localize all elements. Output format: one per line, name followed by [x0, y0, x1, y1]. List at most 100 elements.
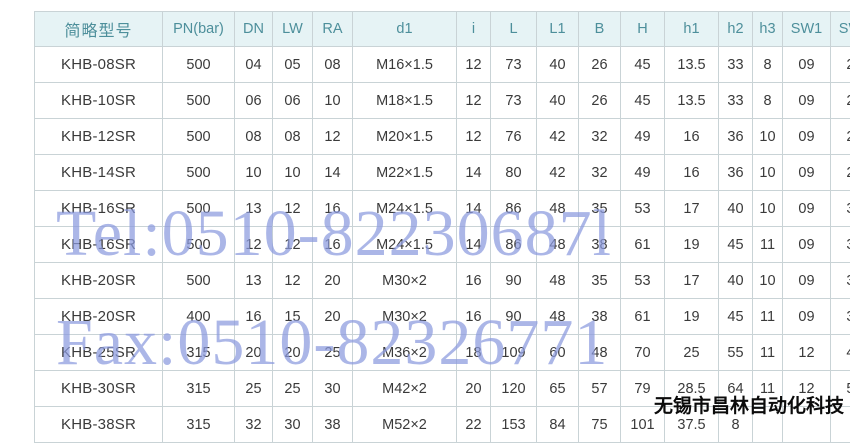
table-cell: 101 — [621, 407, 665, 443]
table-cell: 16 — [457, 263, 491, 299]
table-cell: 08 — [273, 119, 313, 155]
table-cell: 16 — [235, 299, 273, 335]
table-cell: 09 — [783, 191, 831, 227]
spec-table-container: 简略型号 PN(bar) DN LW RA d1 i L L1 B H h1 h… — [34, 11, 816, 443]
table-cell: 80 — [491, 155, 537, 191]
table-cell: 09 — [783, 155, 831, 191]
table-cell: M30×2 — [353, 299, 457, 335]
table-cell: 76 — [491, 119, 537, 155]
table-cell: 15 — [273, 299, 313, 335]
table-cell: 16 — [313, 191, 353, 227]
table-cell: 38 — [313, 407, 353, 443]
table-cell: 28.5 — [665, 371, 719, 407]
table-cell: 14 — [457, 155, 491, 191]
table-cell: 06 — [235, 83, 273, 119]
table-cell: 61 — [621, 227, 665, 263]
table-cell: M18×1.5 — [353, 83, 457, 119]
table-cell: 10 — [753, 191, 783, 227]
table-cell: 50 — [831, 371, 850, 407]
table-cell: 500 — [163, 83, 235, 119]
table-cell: 315 — [163, 407, 235, 443]
table-cell — [753, 407, 783, 443]
table-cell: 65 — [537, 371, 579, 407]
table-cell: 09 — [783, 83, 831, 119]
table-cell: 10 — [753, 155, 783, 191]
table-cell: 49 — [621, 119, 665, 155]
table-cell: 20 — [235, 335, 273, 371]
table-cell: 48 — [537, 299, 579, 335]
table-cell: 45 — [719, 299, 753, 335]
table-cell: 500 — [163, 263, 235, 299]
table-cell: 06 — [273, 83, 313, 119]
table-cell: 20 — [313, 299, 353, 335]
column-header-d1: d1 — [353, 12, 457, 47]
table-cell: 153 — [491, 407, 537, 443]
column-header-h2: h2 — [719, 12, 753, 47]
table-cell: 32 — [235, 407, 273, 443]
table-cell: 14 — [457, 191, 491, 227]
table-cell: 40 — [719, 191, 753, 227]
table-cell: 13 — [235, 263, 273, 299]
table-cell: 10 — [235, 155, 273, 191]
cell-model: KHB-16SR — [35, 191, 163, 227]
table-cell: 57 — [579, 371, 621, 407]
table-cell: 53 — [621, 263, 665, 299]
table-cell: 25 — [313, 335, 353, 371]
table-cell: M22×1.5 — [353, 155, 457, 191]
table-cell: 25 — [273, 371, 313, 407]
table-cell: 32 — [831, 299, 850, 335]
table-cell: 11 — [753, 227, 783, 263]
table-cell: 35 — [579, 263, 621, 299]
table-cell: 30 — [831, 263, 850, 299]
table-cell: 10 — [753, 119, 783, 155]
table-cell: 90 — [491, 263, 537, 299]
table-cell: M20×1.5 — [353, 119, 457, 155]
column-header-i: i — [457, 12, 491, 47]
table-cell: 14 — [457, 227, 491, 263]
table-cell: 10 — [273, 155, 313, 191]
table-cell: 14 — [313, 155, 353, 191]
table-cell: 36 — [719, 119, 753, 155]
column-header-sw1: SW1 — [783, 12, 831, 47]
table-cell: 12 — [235, 227, 273, 263]
table-cell: 19 — [665, 227, 719, 263]
table-cell: 500 — [163, 191, 235, 227]
cell-model: KHB-16SR — [35, 227, 163, 263]
column-header-pn: PN(bar) — [163, 12, 235, 47]
cell-model: KHB-12SR — [35, 119, 163, 155]
table-cell: 22 — [457, 407, 491, 443]
table-cell: 86 — [491, 227, 537, 263]
table-cell: 64 — [719, 371, 753, 407]
table-cell: 61 — [621, 299, 665, 335]
column-header-dn: DN — [235, 12, 273, 47]
table-header-row: 简略型号 PN(bar) DN LW RA d1 i L L1 B H h1 h… — [35, 12, 850, 47]
table-cell: 73 — [491, 47, 537, 83]
table-cell: 20 — [273, 335, 313, 371]
table-cell: 26 — [579, 47, 621, 83]
table-cell: 08 — [313, 47, 353, 83]
table-cell: 86 — [491, 191, 537, 227]
table-cell: 500 — [163, 47, 235, 83]
table-cell: 8 — [719, 407, 753, 443]
table-cell: 26 — [579, 83, 621, 119]
table-cell: 42 — [537, 119, 579, 155]
table-cell: 8 — [753, 47, 783, 83]
table-cell: 90 — [491, 299, 537, 335]
table-cell: 45 — [621, 47, 665, 83]
cell-model: KHB-20SR — [35, 299, 163, 335]
table-cell: 16 — [313, 227, 353, 263]
table-cell: 25 — [235, 371, 273, 407]
table-cell: 109 — [491, 335, 537, 371]
table-header: 简略型号 PN(bar) DN LW RA d1 i L L1 B H h1 h… — [35, 12, 850, 47]
table-cell: 04 — [235, 47, 273, 83]
table-cell: 48 — [537, 227, 579, 263]
table-cell: 48 — [537, 191, 579, 227]
table-cell: 12 — [273, 227, 313, 263]
table-cell: 12 — [457, 119, 491, 155]
